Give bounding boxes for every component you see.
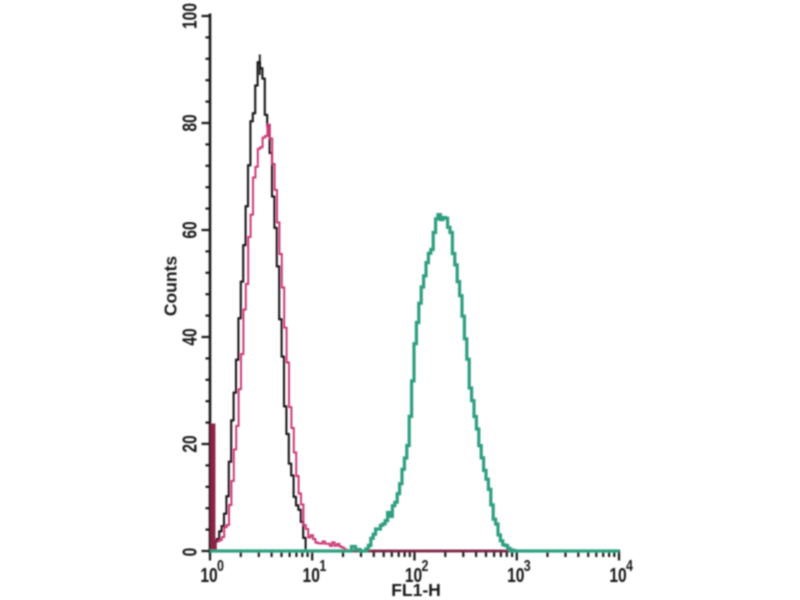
svg-text:3: 3 [524,558,531,576]
svg-text:60: 60 [179,221,201,238]
svg-text:10: 10 [507,564,524,586]
svg-text:2: 2 [422,558,429,576]
svg-text:Counts: Counts [161,256,181,317]
svg-text:20: 20 [179,435,201,452]
svg-text:FL1-H: FL1-H [391,580,441,600]
svg-text:1: 1 [319,558,326,576]
svg-text:0: 0 [217,558,224,576]
svg-text:100: 100 [179,3,201,29]
svg-text:10: 10 [200,564,217,586]
svg-text:10: 10 [303,564,320,586]
svg-text:80: 80 [179,114,201,131]
svg-text:0: 0 [179,548,201,557]
svg-text:10: 10 [609,564,626,586]
svg-text:4: 4 [626,558,633,576]
svg-text:10: 10 [405,564,422,586]
svg-text:40: 40 [179,328,201,345]
